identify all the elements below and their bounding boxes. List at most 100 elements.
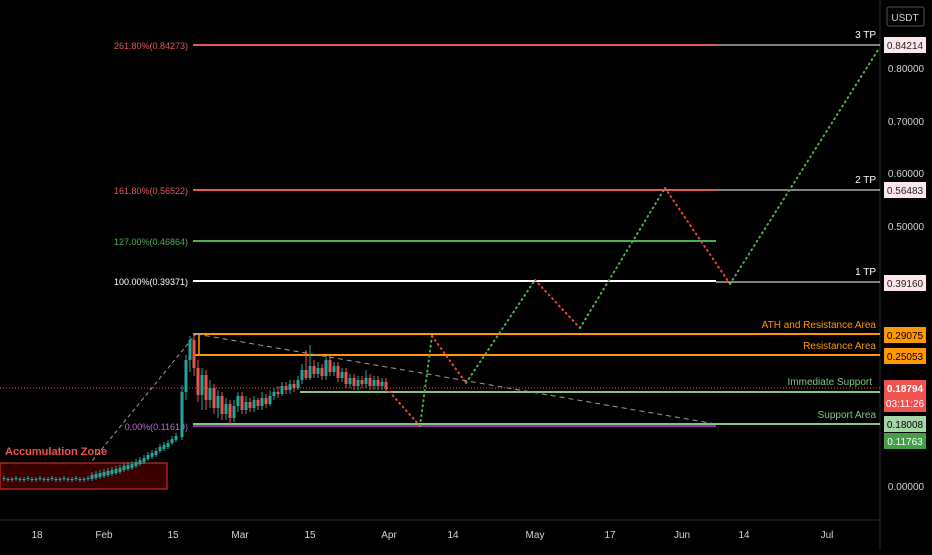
price-tag[interactable] (884, 348, 926, 364)
candle-body (268, 396, 272, 404)
projection-path[interactable] (385, 49, 879, 427)
candle-body (244, 402, 248, 410)
current-price-tag[interactable] (884, 380, 926, 412)
time-tick: Feb (95, 530, 113, 541)
time-tick: 15 (304, 530, 316, 541)
projection-segment (465, 279, 536, 384)
fib-level-161[interactable]: 161.80%(0.56522) 2 TP 0.56483 (114, 175, 926, 198)
candle-body (196, 368, 200, 395)
tp-label: 3 TP (855, 30, 876, 41)
candle-body (316, 368, 320, 374)
candle-body (98, 473, 102, 477)
projection-segment (729, 49, 879, 285)
zone-resistance[interactable]: Resistance Area 0.25053 (193, 334, 926, 364)
candle-body (138, 460, 142, 464)
price-tag[interactable] (884, 433, 926, 449)
current-price-line[interactable]: 0.18794 03:11:26 (0, 380, 926, 412)
candle-body (304, 370, 308, 378)
fib-label: 100.00%(0.39371) (114, 277, 188, 287)
price-tick: 0.00000 (888, 482, 925, 493)
candle-body (166, 443, 170, 447)
zone-immediate-support[interactable]: Immediate Support (300, 377, 880, 393)
price-tick: 0.70000 (888, 117, 925, 128)
candle-body (142, 458, 146, 462)
zone-ath-resistance[interactable]: ATH and Resistance Area 0.29075 (193, 320, 926, 343)
time-tick: Jun (674, 530, 690, 541)
plot-area[interactable] (0, 0, 880, 520)
candle-body (30, 479, 34, 480)
candle-body (110, 470, 114, 474)
price-tag[interactable] (884, 275, 926, 291)
price-tag-label: 0.29075 (887, 331, 924, 342)
candle-body (212, 388, 216, 408)
fib-level-0[interactable]: 0.00%(0.11619) (125, 422, 716, 432)
descending-trendline[interactable] (195, 333, 717, 425)
price-tick: 0.80000 (888, 64, 925, 75)
candle-body (90, 475, 94, 479)
candle-body (272, 392, 276, 396)
price-tag[interactable] (884, 416, 926, 432)
time-tick: May (526, 530, 545, 541)
zone-label: Immediate Support (788, 377, 873, 388)
projection-segment (534, 279, 581, 329)
candle-body (42, 479, 46, 480)
candle-body (94, 474, 98, 478)
current-price-label: 0.18794 (887, 384, 924, 395)
candle-body (184, 360, 188, 392)
candle-body (146, 455, 150, 459)
price-tag[interactable] (884, 182, 926, 198)
zone-support-area[interactable]: Support Area 0.18008 0.11763 (193, 410, 926, 449)
candle-body (376, 380, 380, 386)
candle-body (188, 340, 192, 360)
candle-body (300, 370, 304, 380)
candle-body (380, 382, 384, 386)
candle-body (122, 466, 126, 470)
candle-body (328, 360, 332, 372)
candle-body (336, 366, 340, 378)
price-axis[interactable]: USDT 0.80000 0.70000 0.60000 0.50000 0.0… (879, 0, 925, 550)
time-tick: 14 (738, 530, 750, 541)
candle-body (292, 384, 296, 388)
candle-body (360, 380, 364, 384)
tp-label: 2 TP (855, 175, 876, 186)
candle-body (232, 406, 236, 418)
candles[interactable] (2, 334, 388, 482)
candle-body (252, 400, 256, 408)
candle-body (204, 375, 208, 400)
fib-level-127[interactable]: 127.00%(0.46864) (114, 237, 716, 247)
time-axis[interactable]: 18 Feb 15 Mar 15 Apr 14 May 17 Jun 14 Ju… (0, 519, 880, 541)
candle-body (162, 445, 166, 449)
candle-body (150, 453, 154, 457)
time-tick: Mar (231, 530, 249, 541)
currency-label: USDT (891, 13, 918, 24)
price-tag[interactable] (884, 327, 926, 343)
currency-badge[interactable] (886, 6, 925, 27)
projection-segment (579, 187, 666, 329)
candle-body (240, 396, 244, 410)
fib-level-261[interactable]: 261.80%(0.84273) 3 TP 0.84214 (114, 30, 926, 53)
candle-body (38, 478, 42, 479)
price-tag[interactable] (884, 37, 926, 53)
candle-body (154, 451, 158, 455)
candle-body (368, 378, 372, 386)
time-tick: Apr (381, 530, 397, 541)
candle-body (126, 465, 130, 469)
projection-segment (431, 335, 467, 384)
rally-trendline[interactable] (87, 333, 197, 467)
candle-body (34, 479, 38, 480)
candle-body (288, 384, 292, 390)
candle-body (348, 378, 352, 384)
time-tick: 14 (447, 530, 459, 541)
candle-body (332, 366, 336, 372)
candle-body (2, 478, 6, 479)
tp-label: 1 TP (855, 267, 876, 278)
projection-segment (385, 387, 421, 427)
candle-body (216, 396, 220, 408)
candle-body (18, 479, 22, 480)
price-tag-label: 0.56483 (887, 186, 924, 197)
candle-body (284, 386, 288, 390)
fib-level-100[interactable]: 100.00%(0.39371) 1 TP 0.39160 (114, 267, 926, 291)
candle-body (324, 360, 328, 376)
